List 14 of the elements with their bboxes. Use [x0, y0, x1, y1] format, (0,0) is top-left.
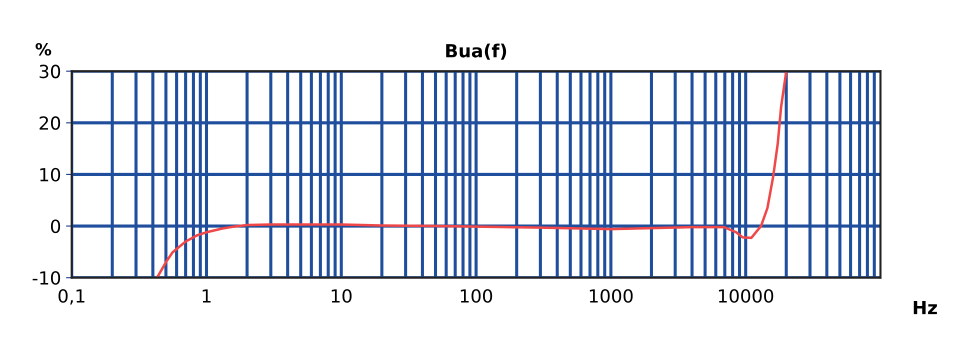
x-tick-label: 1000 [590, 289, 633, 303]
y-axis-title: % [36, 42, 52, 56]
chart-title: Bua(f) [446, 44, 506, 60]
x-tick-label: 10 [332, 289, 352, 303]
x-tick-label: 100 [460, 289, 492, 303]
x-tick-label: 0,1 [58, 289, 84, 305]
y-tick-label: -10 [32, 271, 60, 285]
y-tick-label: 0 [50, 220, 60, 234]
y-tick-label: 10 [40, 168, 60, 182]
x-tick-label: 1 [202, 289, 211, 303]
y-tick-label: 20 [40, 116, 60, 130]
y-tick-label: 30 [40, 64, 60, 78]
x-tick-label: 10000 [718, 289, 774, 303]
x-axis-title: Hz [914, 300, 937, 314]
